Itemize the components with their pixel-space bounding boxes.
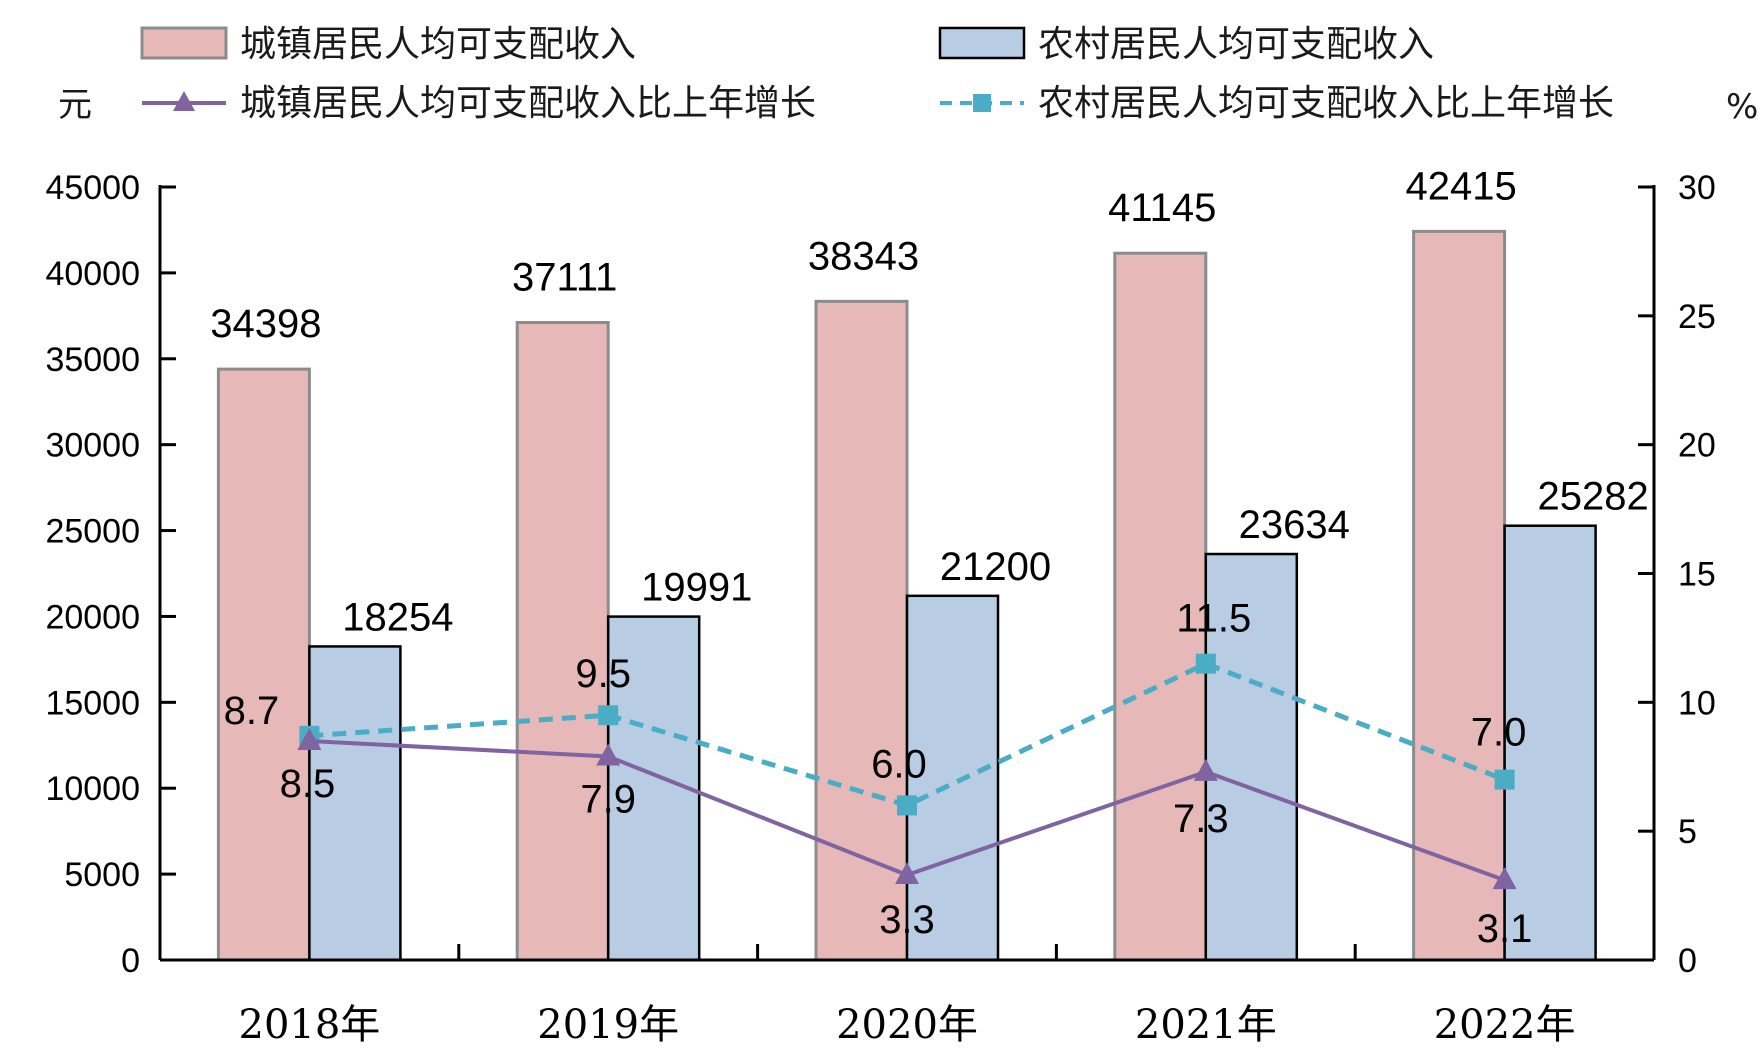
legend-item-urban-income: 城镇居民人均可支配收入 (140, 24, 636, 65)
left-tick-label: 45000 (45, 169, 140, 207)
data-label-rural-income: 23634 (1239, 503, 1350, 547)
left-tick-label: 30000 (45, 427, 140, 465)
x-tick-label: 2021年 (1135, 1002, 1277, 1048)
right-tick-label: 5 (1678, 813, 1697, 851)
right-tick-label: 30 (1678, 169, 1716, 207)
x-tick-label: 2022年 (1434, 1002, 1576, 1048)
right-axis-unit: % (1726, 87, 1758, 127)
legend-label-urban-growth: 城镇居民人均可支配收入比上年增长 (240, 83, 816, 124)
data-label-rural-growth: 11.5 (1176, 597, 1251, 641)
right-tick-label: 15 (1678, 556, 1716, 594)
marker-rural-growth (1195, 653, 1216, 674)
marker-urban-growth (297, 727, 322, 750)
left-tick-label: 20000 (45, 598, 140, 636)
bar-urban-income (216, 367, 311, 962)
left-tick-label: 5000 (64, 856, 140, 894)
bar-urban-income (814, 299, 909, 962)
legend-item-rural-income: 农村居民人均可支配收入 (938, 24, 1434, 65)
x-tick-label: 2019年 (537, 1002, 679, 1048)
data-label-rural-growth: 7.0 (1471, 711, 1527, 755)
x-tick-label: 2020年 (836, 1002, 978, 1048)
marker-rural-growth (598, 705, 619, 726)
data-label-rural-income: 21200 (940, 545, 1051, 589)
bar-urban-income (1113, 251, 1208, 962)
bar-rural-income (1204, 552, 1299, 962)
left-tick-label: 15000 (45, 684, 140, 722)
left-tick-label: 40000 (45, 255, 140, 293)
x-tick-label: 2018年 (239, 1002, 381, 1048)
marker-urban-growth (1193, 758, 1218, 781)
legend: 城镇居民人均可支配收入 农村居民人均可支配收入 城镇居民人均可支配收入比上年增长… (140, 24, 1614, 124)
left-tick-label: 10000 (45, 770, 140, 808)
legend-item-rural-growth: 农村居民人均可支配收入比上年增长 (940, 83, 1614, 124)
left-axis-unit: 元 (58, 85, 92, 125)
data-label-rural-income: 25282 (1537, 475, 1648, 519)
marker-rural-growth (1494, 769, 1515, 790)
data-label-urban-growth: 8.5 (280, 762, 336, 806)
data-label-urban-growth: 7.9 (580, 777, 636, 821)
right-tick-label: 0 (1678, 942, 1697, 980)
legend-swatch-rural-income (938, 26, 1026, 60)
legend-item-urban-growth: 城镇居民人均可支配收入比上年增长 (142, 83, 816, 124)
legend-square-icon (973, 94, 991, 112)
marker-urban-growth (596, 743, 621, 766)
legend-swatch-urban-income (140, 26, 228, 60)
data-label-rural-income: 19991 (641, 566, 752, 610)
data-label-urban-income: 41145 (1108, 186, 1216, 230)
labels: 34398 18254 37111 19991 38343 21200 41145 23634… (210, 164, 1648, 951)
bar-rural-income (905, 594, 1000, 962)
axes: 0 5000 10000 15000 20000 25000 30000 35000 40000… (45, 169, 1715, 1048)
data-label-urban-growth: 7.3 (1173, 797, 1229, 841)
left-tick-label: 35000 (45, 341, 140, 379)
data-label-urban-income: 37111 (512, 256, 617, 300)
right-tick-label: 20 (1678, 427, 1716, 465)
data-label-urban-income: 42415 (1405, 164, 1516, 208)
bar-urban-income (515, 321, 610, 962)
left-tick-label: 0 (121, 942, 140, 980)
left-tick-label: 25000 (45, 513, 140, 551)
data-label-rural-growth: 6.0 (871, 742, 927, 786)
legend-label-rural-growth: 农村居民人均可支配收入比上年增长 (1038, 83, 1614, 124)
legend-triangle-icon (173, 91, 195, 111)
data-label-urban-income: 34398 (210, 302, 321, 346)
right-tick-label: 10 (1678, 684, 1716, 722)
marker-urban-growth (1492, 867, 1517, 890)
data-label-rural-growth: 8.7 (224, 689, 280, 733)
legend-label-rural-income: 农村居民人均可支配收入 (1038, 24, 1434, 65)
data-label-rural-growth: 9.5 (575, 652, 631, 696)
data-label-urban-growth: 3.1 (1477, 907, 1533, 951)
right-tick-label: 25 (1678, 298, 1716, 336)
marker-urban-growth (895, 861, 919, 884)
data-label-urban-growth: 3.3 (879, 898, 935, 942)
marker-rural-growth (897, 795, 917, 816)
data-label-rural-income: 18254 (342, 595, 453, 639)
data-label-urban-income: 38343 (808, 234, 919, 278)
lines (297, 653, 1517, 890)
bars (216, 229, 1597, 962)
legend-label-urban-income: 城镇居民人均可支配收入 (240, 24, 636, 65)
